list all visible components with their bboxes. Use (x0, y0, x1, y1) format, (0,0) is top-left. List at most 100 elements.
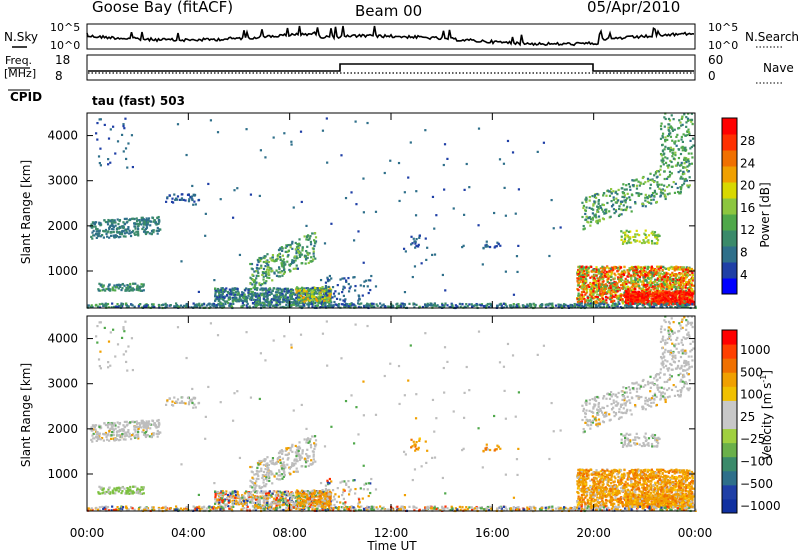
power-cell (281, 300, 284, 304)
power-cell (604, 295, 608, 299)
power-cell (282, 305, 285, 309)
power-cell (656, 175, 659, 178)
power-cell (264, 274, 268, 277)
power-cell (257, 259, 260, 262)
power-cell (676, 190, 680, 194)
power-cell (635, 239, 639, 242)
power-cell (685, 179, 689, 182)
power-cell (311, 259, 314, 263)
power-cell (310, 300, 313, 304)
power-cell (372, 305, 375, 308)
power-cell (284, 293, 287, 296)
power-cell (664, 156, 667, 159)
power-cell (287, 296, 290, 299)
power-cell (266, 295, 269, 298)
power-cell (621, 195, 624, 198)
power-cell (120, 231, 124, 234)
power-cell (397, 161, 401, 165)
power-cell (660, 296, 663, 299)
power-cell (642, 284, 646, 287)
power-cell (417, 245, 420, 248)
power-cell (688, 164, 691, 167)
power-cell (689, 118, 692, 122)
power-cell (282, 294, 285, 297)
power-cell (669, 283, 672, 286)
power-cell (272, 287, 275, 290)
power-cell (599, 283, 602, 287)
power-cell (157, 215, 160, 219)
power-cell (681, 140, 684, 144)
power-cell (621, 300, 624, 303)
power-cell (249, 193, 253, 196)
power-cell (255, 298, 259, 302)
power-cell (658, 294, 662, 297)
power-cell (651, 294, 654, 297)
power-cell (312, 288, 315, 291)
power-cell (145, 223, 148, 227)
power-cell (593, 285, 596, 288)
power-cell (121, 283, 124, 286)
power-cell (133, 225, 136, 228)
power-cell (690, 277, 693, 281)
power-cell (275, 303, 278, 307)
power-cell (307, 238, 310, 241)
power-cell (283, 287, 286, 291)
power-cell (687, 266, 690, 270)
power-cell (640, 300, 643, 303)
power-cell (358, 303, 361, 306)
power-cell (674, 277, 677, 280)
power-cell (292, 291, 295, 294)
power-cell (670, 305, 673, 308)
power-cell (404, 250, 407, 253)
power-cell (291, 289, 295, 292)
power-cell (357, 302, 360, 305)
power-cell (310, 256, 313, 259)
power-cell (413, 306, 416, 309)
power-cell (659, 191, 663, 194)
power-cell (104, 230, 107, 233)
power-cell (305, 224, 308, 228)
power-cell (678, 268, 682, 271)
power-cell (413, 240, 416, 243)
power-cell (308, 296, 311, 299)
power-cell (599, 278, 602, 281)
power-cell (258, 300, 262, 304)
power-cell (667, 268, 671, 271)
freq-tick-bottom: 8 (55, 69, 63, 83)
power-cell (600, 208, 604, 211)
power-cell (277, 248, 281, 252)
power-cell (130, 217, 134, 220)
power-cell (630, 274, 633, 277)
power-cell (607, 276, 610, 279)
power-cell (581, 201, 584, 204)
power-cell (634, 200, 637, 204)
power-cell (585, 199, 588, 202)
power-cell (687, 306, 690, 309)
power-cell (344, 302, 348, 305)
power-cell (483, 305, 486, 308)
power-cell (115, 286, 118, 289)
power-cell (462, 244, 465, 247)
power-cell (249, 282, 252, 285)
power-cell (650, 239, 654, 243)
power-cell (603, 284, 606, 287)
power-cell (649, 277, 653, 280)
power-cell (290, 295, 293, 298)
power-cell (117, 227, 120, 230)
power-cell (656, 290, 659, 293)
power-cell (669, 159, 672, 163)
power-cell (273, 260, 276, 263)
power-cell (337, 305, 340, 308)
power-cell (577, 298, 580, 301)
power-cell (685, 121, 688, 124)
power-cell (323, 242, 327, 245)
power-cell (586, 304, 589, 307)
power-cell (103, 123, 106, 127)
power-cell (681, 301, 684, 304)
power-cell (678, 119, 681, 122)
power-cell (116, 140, 120, 143)
power-cell (382, 303, 385, 306)
power-cell (620, 277, 623, 280)
power-cell (130, 289, 133, 292)
power-cell (502, 306, 506, 309)
